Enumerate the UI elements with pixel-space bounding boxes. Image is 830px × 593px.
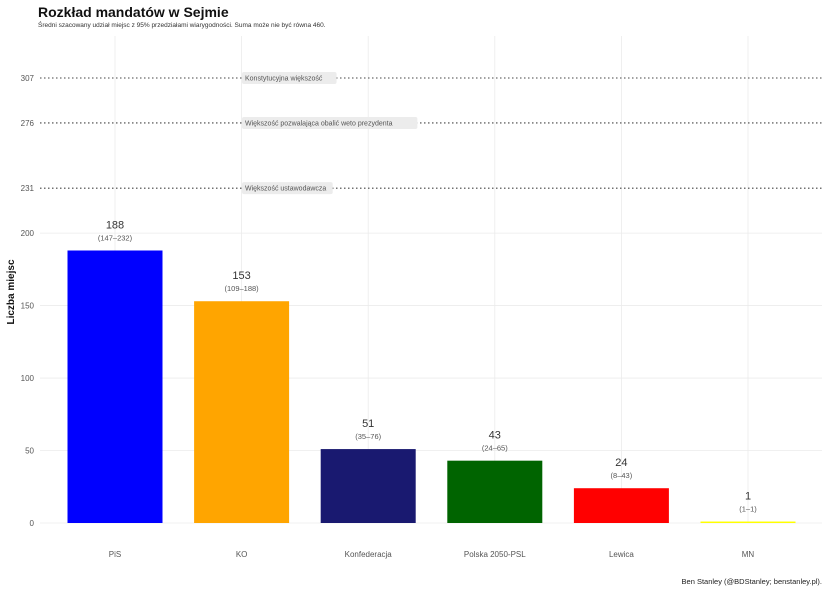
y-tick-label: 0	[30, 519, 35, 528]
bar	[447, 460, 543, 523]
bar-value-label: 24	[615, 457, 627, 469]
reference-label: Większość pozwalająca obalić weto prezyd…	[245, 120, 393, 127]
bar	[320, 449, 416, 523]
y-axis-title: Liczba miejsc	[6, 259, 17, 324]
bar	[573, 488, 669, 523]
reference-tick-label: 231	[21, 184, 35, 193]
bar-interval-label: (147–232)	[98, 233, 133, 242]
x-tick-label: Polska 2050-PSL	[464, 550, 526, 559]
bar-interval-label: (1–1)	[739, 505, 757, 514]
y-tick-label: 200	[21, 229, 35, 238]
reference-tick-label: 307	[21, 74, 35, 83]
reference-label-box	[242, 182, 333, 195]
bar-interval-label: (24–65)	[482, 444, 508, 453]
gridlines	[40, 36, 822, 524]
reference-label: Większość ustawodawcza	[245, 186, 326, 193]
bar-interval-label: (109–188)	[224, 284, 259, 293]
reference-tick-label: 276	[21, 119, 35, 128]
chart-subtitle: Średni szacowany udział miejsc z 95% prz…	[38, 22, 326, 29]
x-tick-label: Lewica	[609, 550, 634, 559]
x-tick-label: MN	[742, 550, 755, 559]
bar-value-label: 188	[106, 219, 124, 231]
data-labels: 188 (147–232) 153 (109–188) 51 (35–76) 43 (24–6…	[98, 219, 757, 513]
bar-value-label: 43	[489, 430, 501, 442]
bars	[67, 250, 796, 523]
x-tick-label: PiS	[109, 550, 121, 559]
bar	[67, 250, 163, 523]
reference-label-box	[242, 72, 337, 85]
y-tick-label: 100	[21, 374, 35, 383]
x-tick-label: KO	[236, 550, 248, 559]
reference-label: Konstytucyjna większość	[245, 76, 323, 83]
bar-value-label: 51	[362, 418, 374, 430]
chart-caption: Ben Stanley (@BDStanley; benstanley.pl).	[681, 577, 822, 586]
x-tick-label: Konfederacja	[345, 550, 393, 559]
reference-lines: 307 Konstytucyjna większość 276 Większość p…	[21, 72, 822, 195]
bar-interval-label: (8–43)	[611, 471, 633, 480]
bar-value-label: 153	[232, 270, 250, 282]
y-tick-label: 50	[25, 447, 34, 456]
chart-title: Rozkład mandatów w Sejmie	[38, 4, 229, 20]
reference-label-box	[242, 116, 418, 129]
bar	[194, 301, 290, 523]
bar	[700, 521, 796, 523]
x-axis: PiS KO Konfederacja Polska 2050-PSL Lewica MN	[109, 550, 755, 559]
bar-interval-label: (35–76)	[355, 432, 381, 441]
bar-value-label: 1	[745, 491, 751, 503]
y-tick-label: 150	[21, 302, 35, 311]
y-axis: 0 50 100 150 200	[21, 229, 35, 528]
